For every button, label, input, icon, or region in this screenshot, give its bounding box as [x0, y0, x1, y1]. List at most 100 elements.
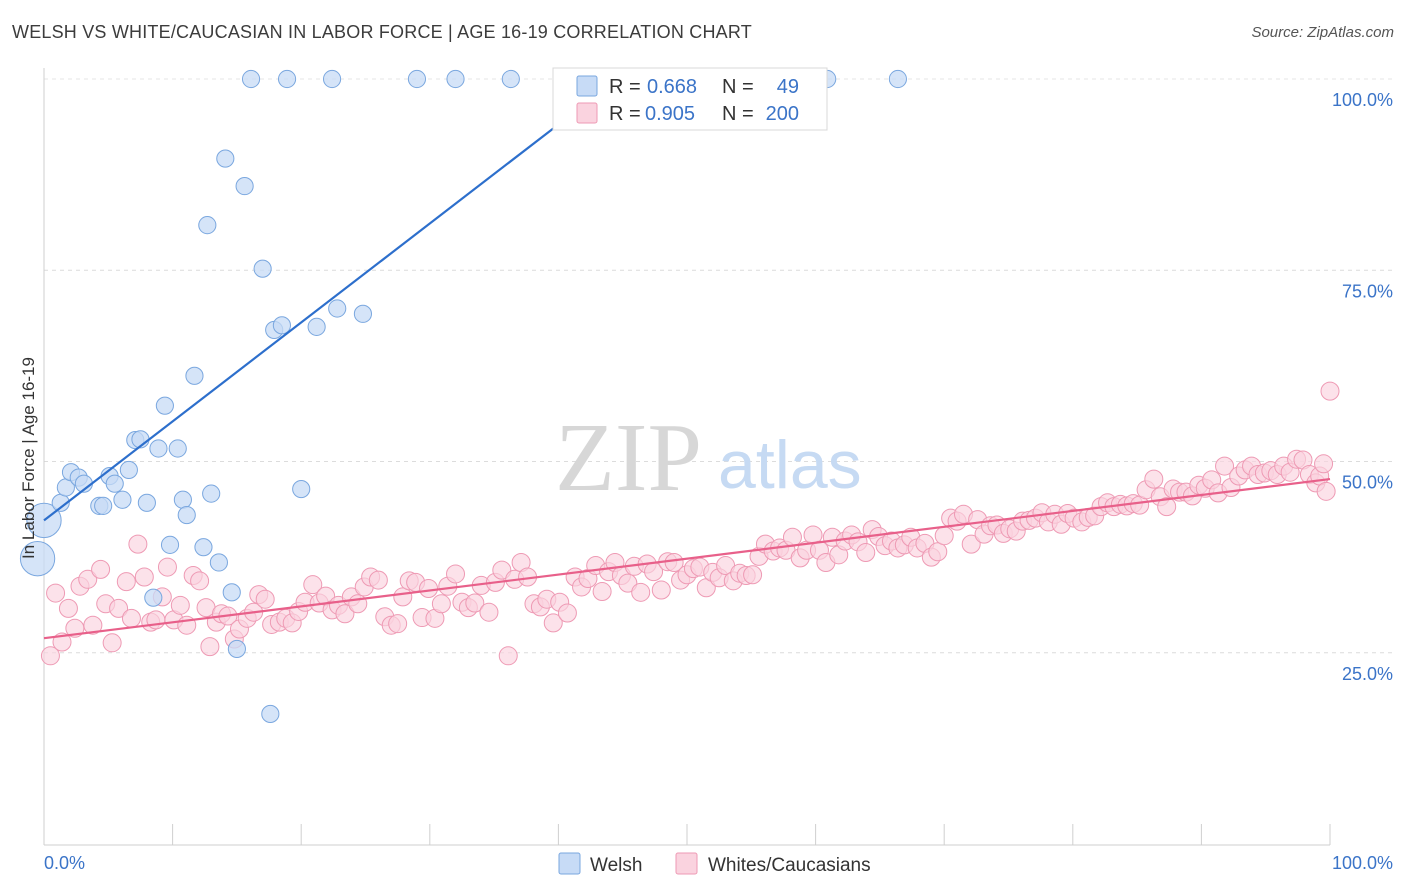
welsh-point: [173, 490, 192, 509]
whites-caucasians-point: [335, 604, 355, 624]
legend-r-label-whites: R =: [609, 103, 641, 125]
y-tick-label-75: 75.0%: [1342, 281, 1393, 301]
legend-n-label-whites: N =: [722, 103, 754, 125]
legend-n-label-welsh: N =: [722, 76, 754, 98]
whites-caucasians-point: [368, 570, 388, 590]
welsh-trend-line: [43, 78, 619, 522]
chart-title: WELSH VS WHITE/CAUCASIAN IN LABOR FORCE …: [12, 22, 752, 42]
welsh-point: [137, 493, 156, 512]
legend-n-value-welsh: 49: [777, 76, 799, 98]
whites-caucasians-point: [255, 589, 275, 609]
whites-caucasians-point: [388, 614, 408, 634]
welsh-point: [407, 69, 427, 89]
whites-caucasians-point: [121, 608, 141, 628]
series-legend: Welsh Whites/Caucasians: [558, 852, 871, 876]
legend-r-label-welsh: R =: [609, 76, 641, 98]
welsh-point: [235, 177, 254, 196]
whites-caucasians-point: [651, 580, 671, 600]
welsh-point: [202, 484, 221, 503]
welsh-point: [94, 496, 113, 515]
whites-caucasians-point: [479, 602, 499, 622]
whites-caucasians-point: [134, 567, 154, 587]
whites-caucasians-point: [928, 542, 948, 562]
legend-swatch-welsh: [576, 75, 598, 97]
welsh-point: [353, 304, 373, 323]
welsh-point: [216, 149, 235, 168]
whites-caucasians-point: [40, 646, 60, 666]
whites-caucasians-point: [157, 557, 177, 577]
whites-caucasians-point: [78, 569, 98, 589]
welsh-point: [198, 216, 217, 235]
welsh-point: [322, 69, 342, 89]
trend-lines: [43, 78, 1331, 640]
whites-caucasians-point: [492, 560, 512, 580]
whites-caucasians-point: [1157, 497, 1177, 517]
welsh-point: [888, 69, 907, 89]
whites-caucasians-point: [58, 598, 78, 618]
welsh-point: [168, 439, 187, 458]
welsh-point: [501, 69, 520, 89]
axes: [43, 68, 1331, 846]
whites-caucasians-point: [393, 587, 413, 607]
whites-caucasians-point: [303, 575, 323, 595]
welsh-point: [307, 317, 326, 336]
whites-caucasians-point: [190, 571, 210, 591]
whites-caucasians-point: [419, 578, 439, 598]
whites-caucasians-point: [1314, 454, 1334, 474]
watermark-atlas: atlas: [718, 427, 862, 503]
whites-caucasians-point: [557, 603, 577, 623]
whites-caucasians-point: [856, 543, 876, 563]
legend-bottom-label-whites: Whites/Caucasians: [708, 855, 871, 876]
whites-caucasians-point: [961, 534, 981, 554]
whites-caucasians-point: [631, 582, 651, 602]
whites-caucasians-trend-line: [43, 478, 1331, 640]
welsh-point: [177, 505, 196, 525]
welsh-point: [19, 540, 56, 577]
legend-r-value-whites: 0.905: [645, 103, 695, 125]
whites-caucasians-point: [1320, 381, 1340, 401]
welsh-point: [155, 396, 174, 415]
x-tick-label-max: 100.0%: [1332, 853, 1393, 873]
welsh-point: [253, 259, 272, 278]
whites-caucasians-point: [934, 526, 954, 546]
welsh-point: [222, 583, 241, 602]
welsh-point: [185, 366, 204, 385]
watermark-zip: ZIP: [555, 404, 702, 512]
whites-caucasians-point: [618, 573, 638, 593]
welsh-point: [328, 299, 347, 318]
legend-r-value-welsh: 0.668: [647, 76, 697, 98]
whites-caucasians-point: [1144, 469, 1164, 489]
zipatlas-watermark: ZIP atlas: [555, 404, 862, 512]
whites-caucasians-point: [743, 565, 763, 585]
welsh-point: [241, 69, 261, 89]
x-tick-label-min: 0.0%: [44, 853, 85, 873]
legend-bottom-swatch-whites: [675, 852, 698, 875]
whites-caucasians-point: [128, 534, 148, 554]
welsh-point: [272, 316, 291, 335]
welsh-point: [144, 588, 163, 607]
whites-caucasians-point: [46, 583, 66, 603]
tick-labels: 25.0% 50.0% 75.0% 100.0% 0.0% 100.0%: [44, 90, 1393, 873]
welsh-point: [261, 704, 280, 724]
whites-caucasians-point: [431, 594, 451, 614]
whites-caucasians-point: [91, 559, 111, 579]
y-tick-label-50: 50.0%: [1342, 473, 1393, 493]
whites-caucasians-point: [664, 552, 684, 572]
y-tick-label-25: 25.0%: [1342, 664, 1393, 684]
welsh-points: [19, 69, 907, 724]
welsh-point: [209, 553, 228, 572]
welsh-point: [194, 538, 213, 557]
y-axis-label: In Labor Force | Age 16-19: [19, 357, 38, 559]
welsh-point: [227, 639, 246, 659]
whites-caucasians-point: [83, 615, 103, 635]
welsh-point: [149, 439, 168, 458]
source-credit: Source: ZipAtlas.com: [1251, 24, 1394, 41]
whites-caucasians-point: [102, 633, 122, 653]
welsh-point: [446, 69, 465, 89]
legend-swatch-whites: [576, 102, 598, 124]
whites-caucasians-point: [116, 572, 136, 592]
y-tick-label-100: 100.0%: [1332, 90, 1393, 110]
legend-bottom-label-welsh: Welsh: [590, 855, 642, 876]
whites-caucasians-point: [109, 598, 129, 618]
